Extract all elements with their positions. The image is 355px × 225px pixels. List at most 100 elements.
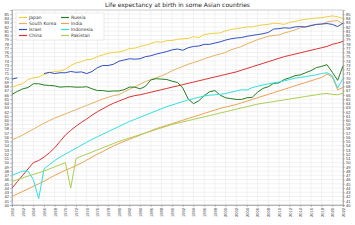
tick-mark bbox=[226, 205, 227, 207]
tick-mark bbox=[10, 99, 12, 100]
tick: 2016 bbox=[309, 205, 314, 217]
tick: 1966 bbox=[42, 205, 47, 217]
tick: 1994 bbox=[191, 205, 196, 217]
tick-mark bbox=[343, 124, 345, 125]
legend-label: India bbox=[71, 21, 82, 26]
lines bbox=[12, 16, 343, 199]
tick-mark bbox=[10, 40, 12, 41]
tick-mark bbox=[343, 197, 345, 198]
tick-label: 2022 bbox=[341, 207, 346, 217]
tick-mark bbox=[140, 205, 141, 207]
grid-line bbox=[12, 192, 343, 193]
tick-label: 1980 bbox=[117, 207, 122, 217]
tick-label: 1972 bbox=[74, 207, 79, 217]
series-line bbox=[12, 65, 343, 104]
tick: 2006 bbox=[255, 205, 260, 217]
grid-line bbox=[12, 35, 343, 36]
tick-mark bbox=[10, 82, 12, 83]
tick: 1960 bbox=[10, 205, 15, 217]
tick: 1974 bbox=[85, 205, 90, 217]
tick-mark bbox=[343, 82, 345, 83]
tick-label: 1970 bbox=[63, 207, 68, 217]
tick-mark bbox=[343, 52, 345, 53]
tick-label: 1998 bbox=[213, 207, 218, 217]
tick: 2004 bbox=[245, 205, 250, 217]
tick-label: 2010 bbox=[277, 207, 282, 217]
tick-mark bbox=[10, 120, 12, 121]
tick-mark bbox=[258, 205, 259, 207]
tick-mark bbox=[343, 171, 345, 172]
chart: 1960196219641966196819701972197419761978… bbox=[0, 0, 355, 225]
tick-mark bbox=[76, 205, 77, 207]
tick-mark bbox=[10, 197, 12, 198]
tick-label: 1968 bbox=[53, 207, 58, 217]
grid-line bbox=[12, 149, 343, 150]
grid-line bbox=[12, 94, 343, 95]
tick: 1990 bbox=[170, 205, 175, 217]
tick-mark bbox=[10, 31, 12, 32]
tick-mark bbox=[65, 205, 66, 207]
legend-swatch bbox=[61, 35, 69, 36]
tick-mark bbox=[343, 74, 345, 75]
tick-mark bbox=[10, 192, 12, 193]
tick-mark bbox=[10, 124, 12, 125]
tick-mark bbox=[129, 205, 130, 207]
tick-label: 2008 bbox=[266, 207, 271, 217]
tick-mark bbox=[290, 205, 291, 207]
tick-mark bbox=[151, 205, 152, 207]
x-axis: 1960196219641966196819701972197419761978… bbox=[10, 205, 346, 217]
tick-label: 1988 bbox=[159, 207, 164, 217]
tick: 1968 bbox=[53, 205, 58, 217]
legend-swatch bbox=[61, 17, 69, 18]
tick: 85 bbox=[343, 12, 351, 17]
tick-mark bbox=[204, 205, 205, 207]
tick-mark bbox=[10, 188, 12, 189]
grid-line bbox=[12, 141, 343, 142]
tick-mark bbox=[343, 175, 345, 176]
tick-mark bbox=[343, 129, 345, 130]
grid-line bbox=[12, 107, 343, 108]
tick-mark bbox=[10, 129, 12, 130]
tick-mark bbox=[161, 205, 162, 207]
tick-mark bbox=[343, 188, 345, 189]
tick-mark bbox=[10, 146, 12, 147]
y-axis-left: 4041424344454647484950515253545556575859… bbox=[5, 11, 13, 208]
tick-mark bbox=[10, 184, 12, 185]
grid-line bbox=[12, 166, 343, 167]
grid-line bbox=[12, 124, 343, 125]
tick-label: 2006 bbox=[255, 207, 260, 217]
legend-label: South Korea bbox=[29, 21, 57, 26]
series-line bbox=[12, 41, 343, 188]
legend-swatch bbox=[19, 29, 27, 30]
tick-mark bbox=[311, 205, 312, 207]
legend-swatch bbox=[61, 23, 69, 24]
tick-mark bbox=[343, 163, 345, 164]
grid-line bbox=[12, 132, 343, 133]
tick-mark bbox=[343, 31, 345, 32]
tick-mark bbox=[194, 205, 195, 207]
tick-mark bbox=[172, 205, 173, 207]
tick-label: 2016 bbox=[309, 207, 314, 217]
tick-mark bbox=[247, 205, 248, 207]
tick-mark bbox=[10, 52, 12, 53]
tick-mark bbox=[10, 180, 12, 181]
tick-mark bbox=[343, 48, 345, 49]
legend-label: Japan bbox=[28, 15, 42, 20]
tick-mark bbox=[343, 192, 345, 193]
tick-mark bbox=[343, 95, 345, 96]
tick-mark bbox=[343, 137, 345, 138]
tick: 1998 bbox=[213, 205, 218, 217]
tick-mark bbox=[10, 112, 12, 113]
tick-mark bbox=[343, 78, 345, 79]
tick-mark bbox=[87, 205, 88, 207]
grid-line bbox=[12, 137, 343, 138]
tick-mark bbox=[10, 141, 12, 142]
legend-swatch bbox=[19, 17, 27, 18]
tick-mark bbox=[10, 74, 12, 75]
tick-label: 85 bbox=[346, 12, 351, 17]
tick-mark bbox=[343, 120, 345, 121]
legend-swatch bbox=[19, 23, 27, 24]
grid-line bbox=[12, 60, 343, 61]
tick-mark bbox=[10, 201, 12, 202]
tick-label: 1978 bbox=[106, 207, 111, 217]
